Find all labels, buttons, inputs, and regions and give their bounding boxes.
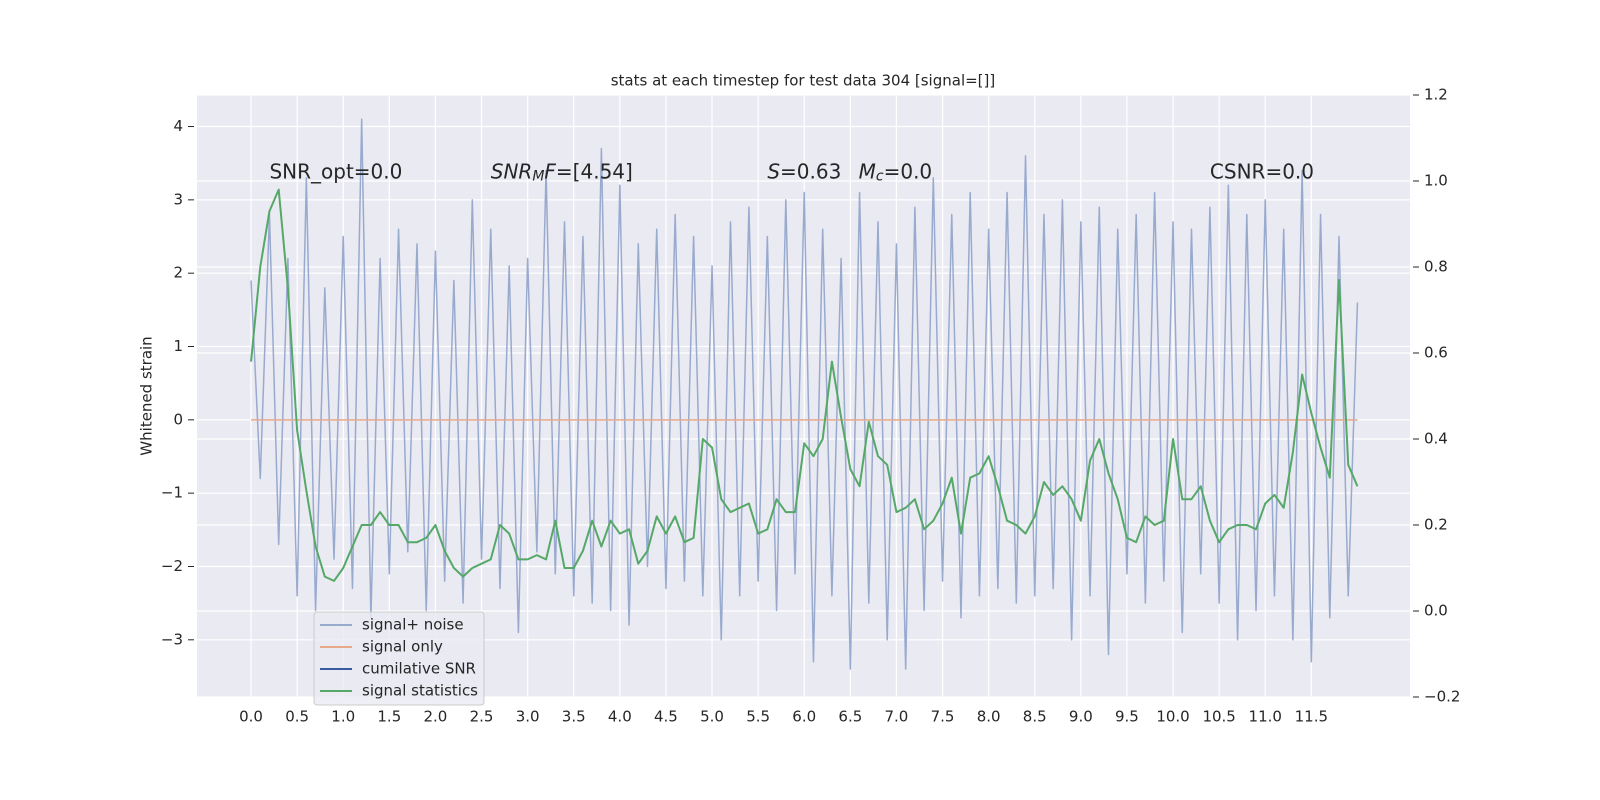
- x-tick-label: 2.0: [424, 708, 448, 726]
- annotation-part: M: [859, 159, 876, 183]
- x-tick-label: 0.0: [239, 708, 263, 726]
- annotation-part: CSNR=0.0: [1210, 159, 1314, 183]
- x-tick-label: 6.0: [792, 708, 816, 726]
- annotation: SNR_opt=0.0: [269, 159, 402, 183]
- x-tick-label: 7.5: [931, 708, 955, 726]
- x-tick-label: 3.0: [516, 708, 540, 726]
- y-tick-label: −3: [161, 630, 183, 648]
- y-tick-label: 3: [173, 190, 183, 208]
- x-tick-label: 0.5: [285, 708, 309, 726]
- series-line: [250, 118, 1359, 670]
- y2-tick-label: 0.2: [1424, 516, 1448, 534]
- y2-tick-label: 0.6: [1424, 344, 1448, 362]
- y2-tick-label: 1.0: [1424, 172, 1448, 190]
- y-axis-label: Whitened strain: [138, 336, 156, 455]
- annotation-part: c: [876, 168, 884, 184]
- x-tick-label: 4.0: [608, 708, 632, 726]
- chart-title: stats at each timestep for test data 304…: [611, 72, 996, 90]
- y-tick-label: −1: [161, 484, 183, 502]
- legend-label: signal+ noise: [362, 616, 464, 634]
- series-line: [250, 188, 1359, 582]
- annotation-part: =[4.54]: [556, 159, 633, 183]
- annotation: CSNR=0.0: [1210, 159, 1314, 183]
- annotation-part: SNR: [491, 159, 533, 183]
- x-tick-label: 5.0: [700, 708, 724, 726]
- x-tick-label: 1.0: [331, 708, 355, 726]
- x-tick-label: 9.0: [1069, 708, 1093, 726]
- annotation-part: =0.0: [884, 159, 933, 183]
- x-tick-label: 8.5: [1023, 708, 1047, 726]
- x-tick-label: 9.5: [1115, 708, 1139, 726]
- x-tick-label: 8.0: [977, 708, 1001, 726]
- annotation: SNRMF=[4.54]: [491, 159, 633, 184]
- annotation-part: M: [532, 168, 544, 184]
- x-tick-label: 10.5: [1202, 708, 1235, 726]
- annotation-part: F: [544, 159, 556, 183]
- y-tick-label: −2: [161, 557, 183, 575]
- y2-tick-label: 0.0: [1424, 602, 1448, 620]
- annotation-part: SNR_opt=0.0: [269, 159, 402, 183]
- x-tick-label: 4.5: [654, 708, 678, 726]
- x-tick-label: 6.5: [838, 708, 862, 726]
- x-tick-label: 5.5: [746, 708, 770, 726]
- annotation-part: S: [767, 159, 780, 183]
- x-tick-label: 10.0: [1156, 708, 1189, 726]
- x-tick-label: 2.5: [470, 708, 494, 726]
- y-tick-label: 0: [173, 410, 183, 428]
- x-tick-label: 11.0: [1249, 708, 1282, 726]
- x-tick-label: 3.5: [562, 708, 586, 726]
- y2-tick-label: 0.4: [1424, 430, 1448, 448]
- x-tick-label: 11.5: [1295, 708, 1328, 726]
- legend-box: [313, 611, 485, 706]
- x-tick-label: 7.0: [885, 708, 909, 726]
- legend-label: signal statistics: [362, 682, 478, 700]
- y2-tick-label: −0.2: [1424, 688, 1460, 706]
- y2-tick-label: 1.2: [1424, 86, 1448, 104]
- y-tick-label: 1: [173, 337, 183, 355]
- y2-tick-label: 0.8: [1424, 258, 1448, 276]
- x-tick-label: 1.5: [377, 708, 401, 726]
- y-tick-label: 2: [173, 264, 183, 282]
- legend-label: cumilative SNR: [362, 660, 476, 678]
- annotation: S=0.63: [767, 159, 841, 183]
- y-tick-label: 4: [173, 117, 183, 135]
- annotation: Mc=0.0: [859, 159, 933, 184]
- legend-label: signal only: [362, 638, 443, 656]
- annotation-part: =0.63: [780, 159, 841, 183]
